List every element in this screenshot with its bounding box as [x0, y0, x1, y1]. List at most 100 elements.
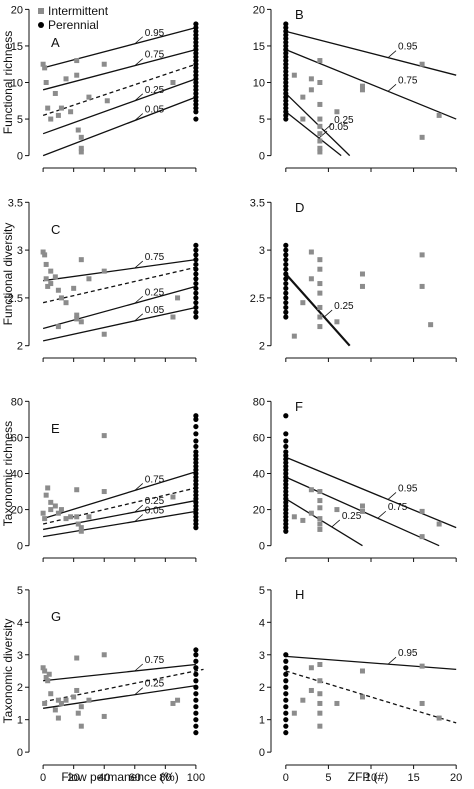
intermittent-point: [359, 503, 365, 509]
intermittent-point: [436, 715, 442, 721]
intermittent-point: [359, 283, 365, 289]
y-tick-label: 20: [253, 4, 265, 16]
perennial-point: [283, 285, 289, 291]
intermittent-point: [308, 687, 314, 693]
quantile-leader: [387, 492, 397, 500]
intermittent-point: [55, 324, 61, 330]
perennial-point: [283, 499, 289, 505]
panel-h: 0 1 2 3 4 5 0 5 10 15 20 H 0.95: [259, 585, 462, 784]
perennial-point: [283, 697, 289, 703]
quantile-leader: [134, 93, 144, 102]
quantile-label: 0.25: [342, 511, 362, 522]
quantile-line: [42, 306, 197, 342]
y-tick-label: 2: [259, 682, 265, 694]
perennial-point: [283, 517, 289, 524]
perennial-point: [193, 730, 199, 736]
perennial-point: [283, 438, 289, 444]
y-axis-title: Functional richness: [1, 31, 15, 134]
perennial-point: [193, 463, 199, 469]
panel-c: 2 2.5 3 3.5 Functional diversity C 0.75 0.25 0.0…: [1, 197, 199, 362]
quantile-label: 0.25: [145, 679, 165, 690]
quantile-label: 0.75: [145, 50, 165, 61]
quantile-label: 0.25: [334, 301, 354, 312]
perennial-point: [193, 684, 199, 690]
intermittent-point: [419, 508, 425, 514]
perennial-point: [193, 276, 199, 282]
y-tick-label: 4: [259, 617, 265, 629]
intermittent-point: [317, 489, 323, 495]
perennial-point: [283, 456, 289, 462]
quantile-leader: [134, 58, 144, 66]
perennial-point: [193, 658, 199, 664]
perennial-point: [193, 90, 199, 97]
perennial-point: [283, 665, 289, 671]
perennial-point: [193, 83, 199, 89]
quantile-label: 0.75: [145, 655, 165, 666]
intermittent-point: [308, 487, 314, 493]
intermittent-point: [334, 319, 340, 325]
intermittent-point: [52, 90, 58, 96]
perennial-point: [283, 528, 289, 534]
intermittent-point: [48, 268, 54, 274]
intermittent-point: [101, 652, 107, 658]
perennial-point: [193, 25, 199, 31]
perennial-point: [193, 456, 199, 462]
intermittent-point: [78, 145, 84, 151]
perennial-point: [193, 116, 199, 122]
intermittent-point: [317, 304, 323, 310]
intermittent-point: [86, 94, 92, 100]
intermittent-point: [101, 61, 107, 67]
y-tick-label: 40: [11, 469, 23, 481]
perennial-point: [283, 671, 289, 677]
intermittent-point: [45, 283, 51, 289]
intermittent-point: [63, 697, 69, 703]
intermittent-point: [317, 678, 323, 684]
perennial-point: [283, 481, 289, 487]
intermittent-point: [428, 322, 434, 328]
intermittent-point: [308, 249, 314, 255]
perennial-point: [283, 488, 289, 495]
perennial-point: [283, 68, 289, 75]
perennial-point: [283, 280, 289, 287]
legend-label-intermittent: Intermittent: [48, 4, 109, 18]
perennial-point: [283, 710, 289, 716]
perennial-point: [193, 72, 199, 78]
intermittent-point: [317, 691, 323, 697]
perennial-point: [193, 452, 199, 459]
perennial-point: [193, 242, 199, 248]
intermittent-point: [334, 507, 340, 513]
y-tick-label: 10: [253, 78, 265, 90]
intermittent-point: [317, 505, 323, 511]
quantile-leader: [134, 687, 144, 695]
y-tick-label: 3: [259, 650, 265, 662]
perennial-point: [193, 496, 199, 502]
x-axis-label-left: Flow permanence (%): [61, 770, 178, 784]
y-axis-title: Functional diversity: [1, 223, 15, 326]
intermittent-point: [45, 105, 51, 111]
perennial-point: [193, 101, 199, 108]
perennial-point: [193, 266, 199, 272]
intermittent-point: [48, 281, 54, 287]
perennial-point: [283, 32, 289, 38]
perennial-point: [193, 521, 199, 527]
perennial-point: [283, 65, 289, 71]
perennial-point: [283, 94, 289, 100]
perennial-point: [283, 652, 289, 658]
quantile-leader: [377, 510, 387, 519]
perennial-point: [283, 678, 289, 684]
perennial-point: [283, 730, 289, 736]
y-tick-label: 15: [253, 41, 265, 53]
perennial-point: [193, 691, 199, 697]
intermittent-point: [419, 700, 425, 706]
quantile-leader: [387, 656, 397, 665]
perennial-point: [283, 101, 289, 108]
intermittent-point: [291, 710, 297, 716]
perennial-point: [283, 717, 289, 723]
y-tick-label: 2.5: [250, 293, 265, 305]
intermittent-point: [359, 668, 365, 674]
intermittent-point: [78, 149, 84, 155]
perennial-point: [283, 452, 289, 459]
perennial-point: [193, 474, 199, 480]
intermittent-point: [317, 662, 323, 668]
perennial-point: [283, 43, 289, 49]
